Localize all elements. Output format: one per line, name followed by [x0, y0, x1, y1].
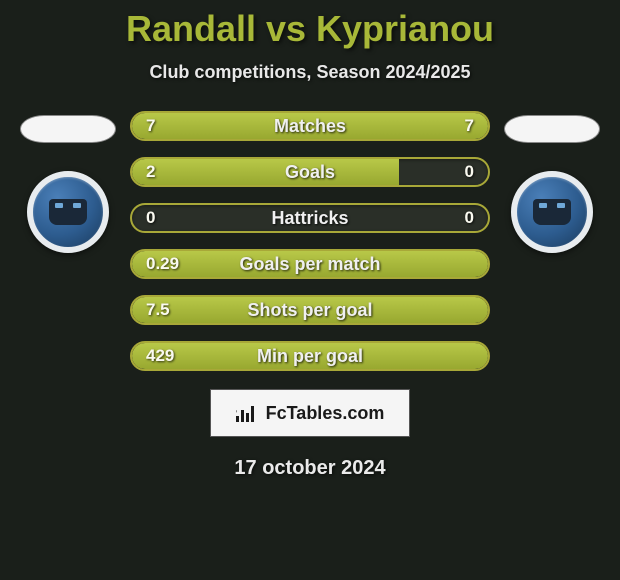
stat-value-left: 7: [146, 116, 155, 136]
stat-label: Hattricks: [132, 208, 488, 229]
stat-row: 0.29Goals per match: [130, 249, 490, 279]
stat-bar-left: [132, 113, 310, 139]
stat-row: 7Matches7: [130, 111, 490, 141]
stat-row: 429Min per goal: [130, 341, 490, 371]
snapshot-date: 17 october 2024: [234, 457, 385, 480]
left-club-badge-icon: [27, 171, 109, 253]
stat-bar-left: [132, 251, 488, 277]
comparison-body: 7Matches72Goals00Hattricks00.29Goals per…: [0, 111, 620, 371]
right-flag-icon: [504, 115, 600, 143]
stat-bar-left: [132, 297, 488, 323]
stat-value-left: 7.5: [146, 300, 170, 320]
stat-value-left: 0.29: [146, 254, 179, 274]
comparison-title: Randall vs Kyprianou: [126, 8, 494, 50]
comparison-subtitle: Club competitions, Season 2024/2025: [149, 62, 470, 83]
stat-row: 7.5Shots per goal: [130, 295, 490, 325]
stat-row: 2Goals0: [130, 157, 490, 187]
stat-value-left: 2: [146, 162, 155, 182]
stat-value-right: 0: [465, 208, 474, 228]
right-club-badge-icon: [511, 171, 593, 253]
left-flag-icon: [20, 115, 116, 143]
brand-label: FcTables.com: [266, 403, 385, 424]
stat-value-right: 0: [465, 162, 474, 182]
stat-value-left: 429: [146, 346, 174, 366]
left-player-panel: [18, 111, 118, 253]
stat-bar-left: [132, 159, 399, 185]
right-player-panel: [502, 111, 602, 253]
stat-bar-left: [132, 343, 488, 369]
stat-value-left: 0: [146, 208, 155, 228]
stat-bar-right: [310, 113, 488, 139]
stat-row: 0Hattricks0: [130, 203, 490, 233]
stat-value-right: 7: [465, 116, 474, 136]
brand-badge[interactable]: FcTables.com: [210, 389, 410, 437]
brand-chart-icon: [236, 404, 260, 422]
stat-bars: 7Matches72Goals00Hattricks00.29Goals per…: [130, 111, 490, 371]
